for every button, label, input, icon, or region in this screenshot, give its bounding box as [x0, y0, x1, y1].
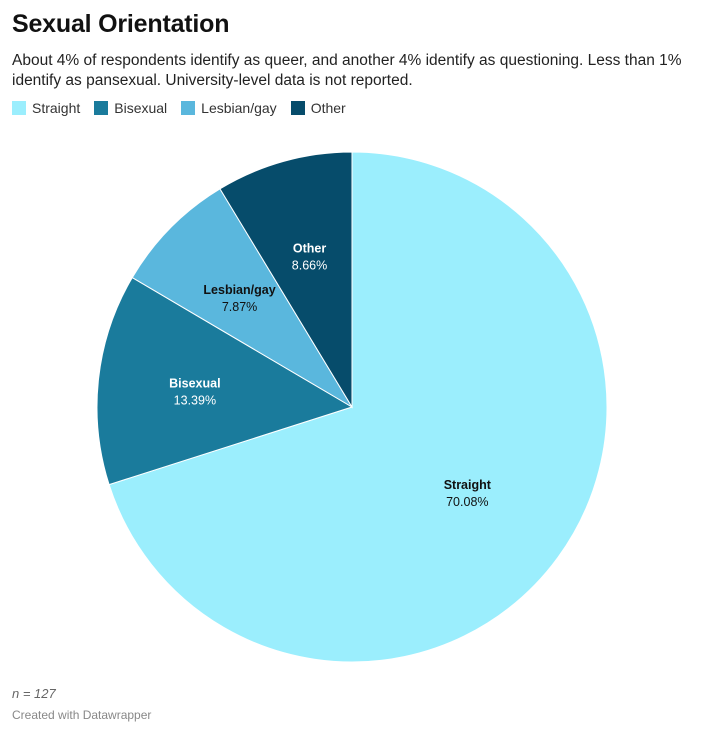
legend-item-bisexual: Bisexual — [94, 100, 167, 116]
chart-subtitle: About 4% of respondents identify as quee… — [12, 52, 682, 89]
legend-item-lesbian-gay: Lesbian/gay — [181, 100, 277, 116]
slice-value-straight: 70.08% — [446, 495, 488, 509]
slice-name-bisexual: Bisexual — [169, 376, 220, 390]
slice-label-straight: Straight 70.08% — [444, 478, 492, 509]
legend-item-straight: Straight — [12, 100, 80, 116]
legend-label-other: Other — [310, 100, 346, 116]
legend-swatch-bisexual — [94, 101, 109, 115]
pie-slice-lesbian-gay — [131, 188, 353, 408]
slice-name-lesbian-gay: Lesbian/gay — [203, 283, 275, 297]
slice-value-bisexual: 13.39% — [174, 393, 216, 407]
legend-label-straight: Straight — [32, 100, 81, 116]
legend-swatch-straight — [12, 101, 26, 115]
pie-chart: Straight 70.08% Bisexual 13.39% Lesbian/gay 7… — [96, 151, 608, 663]
slice-label-bisexual: Bisexual 13.39% — [169, 376, 220, 407]
legend-swatch-other — [290, 101, 305, 115]
slice-label-other: Other 8.66% — [292, 242, 327, 273]
legend-item-other: Other — [290, 100, 346, 116]
chart-legend: Straight Bisexual Lesbian/gay Other — [12, 100, 360, 116]
slice-value-lesbian-gay: 7.87% — [222, 300, 257, 314]
legend-label-lesbian-gay: Lesbian/gay — [201, 100, 277, 116]
pie-slice-straight — [108, 151, 608, 663]
legend-swatch-lesbian-gay — [181, 101, 196, 115]
chart-title: Sexual Orientation — [12, 10, 230, 38]
slice-name-straight: Straight — [444, 478, 492, 492]
slice-name-other: Other — [293, 242, 326, 256]
slice-value-other: 8.66% — [292, 259, 327, 273]
pie-slice-bisexual — [96, 276, 354, 486]
pie-slice-other — [219, 151, 353, 409]
slice-label-lesbian-gay: Lesbian/gay 7.87% — [203, 283, 275, 314]
sample-size-note: n = 127 — [12, 686, 56, 701]
credit-line: Created with Datawrapper — [12, 708, 152, 722]
legend-label-bisexual: Bisexual — [114, 100, 168, 116]
